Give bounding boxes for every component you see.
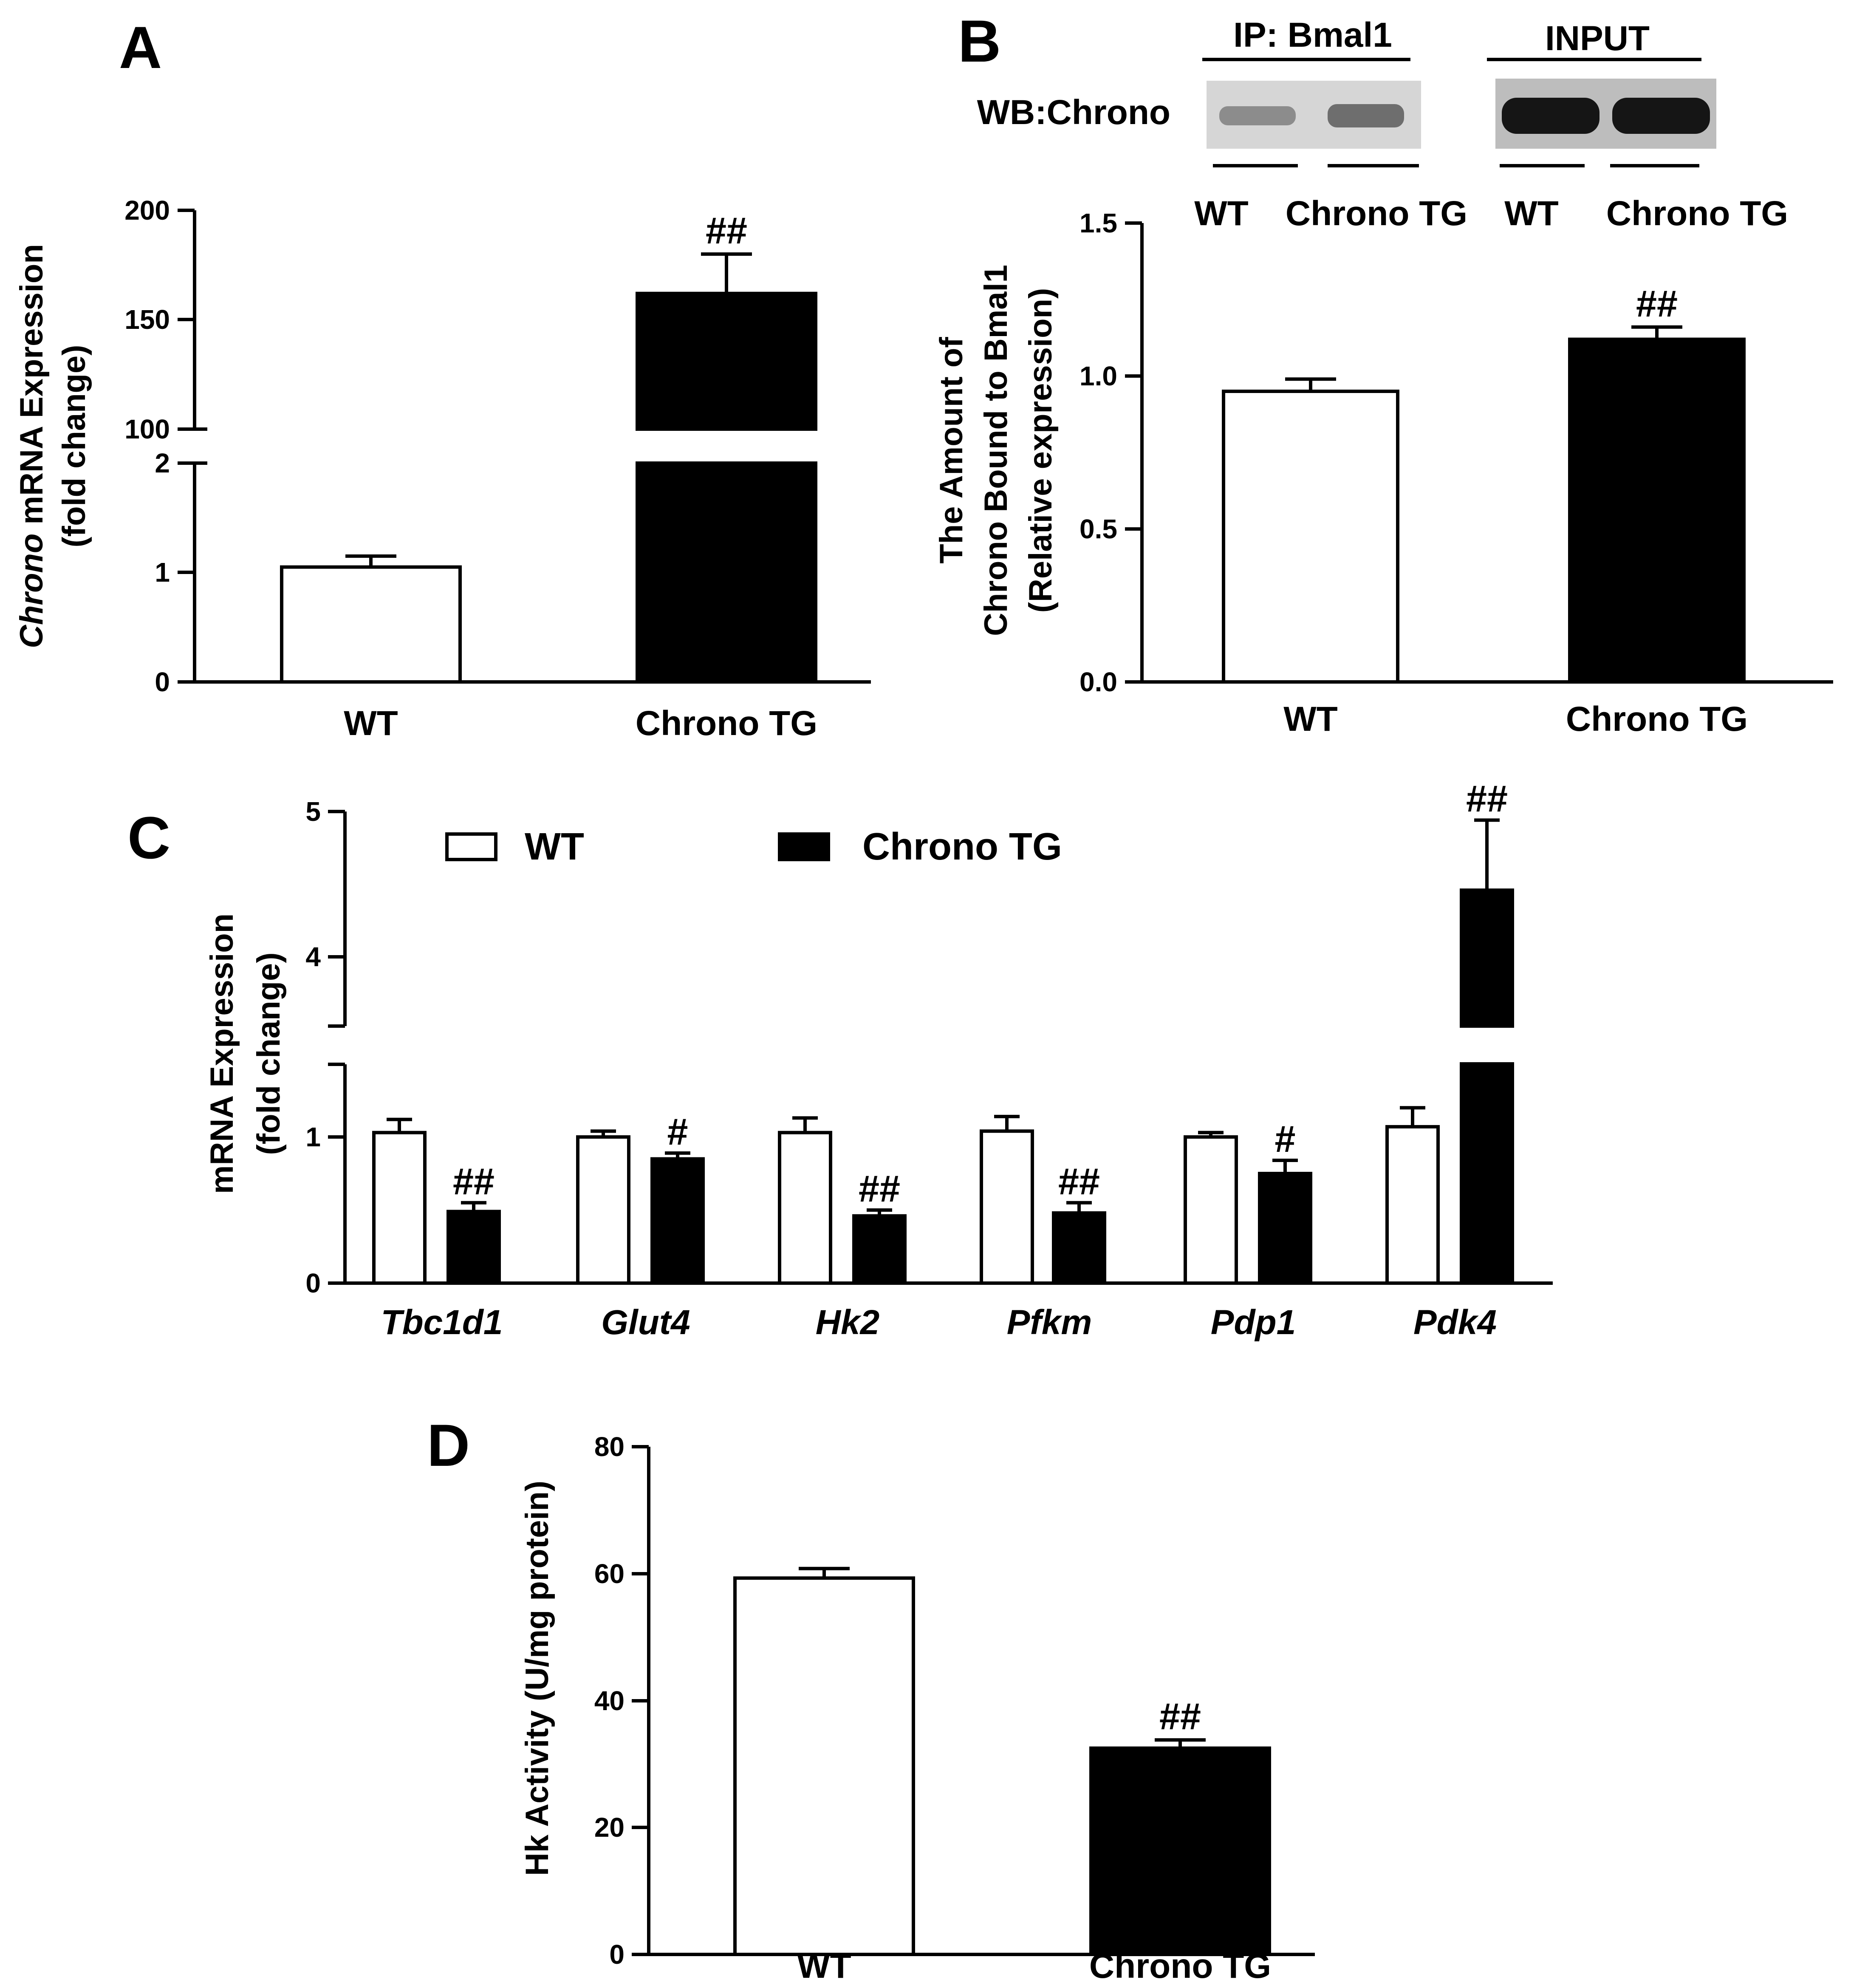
panel-a-y-axis-label: Chrono mRNA Expression xyxy=(14,244,50,648)
blot-ip-label: IP: Bmal1 xyxy=(1233,16,1392,54)
panel-c-bar-tg xyxy=(650,1157,705,1285)
panel-a-y-tick-label: 150 xyxy=(124,304,170,335)
panel-c-bars: ##### ##### xyxy=(372,778,1514,1285)
panel-c-bar-wt xyxy=(1385,1125,1440,1285)
panel-b-chart: B IP: Bmal1 INPUT WB:Chrono WT Chrono TG… xyxy=(933,8,1833,738)
western-blot: IP: Bmal1 INPUT WB:Chrono WT Chrono TG W… xyxy=(977,16,1788,233)
panel-d-bar-tg xyxy=(1089,1746,1271,1956)
panel-c-bar-wt xyxy=(1184,1135,1238,1285)
panel-c-x-label: Hk2 xyxy=(816,1303,879,1342)
panel-c-bar-wt xyxy=(980,1129,1034,1285)
panel-b-y-tick-label: 0.5 xyxy=(1080,514,1117,544)
panel-c-significance-tg: ## xyxy=(859,1168,900,1210)
panel-d-y-tick-label: 0 xyxy=(609,1939,625,1970)
legend-label-wt: WT xyxy=(525,826,584,868)
panel-a-x-label-wt: WT xyxy=(344,704,398,743)
panel-c-bar-wt xyxy=(778,1131,832,1285)
panel-c-x-label: Pdk4 xyxy=(1413,1303,1497,1342)
panel-a-bar-wt xyxy=(280,565,462,684)
panel-a-x-label-tg: Chrono TG xyxy=(636,704,817,743)
panel-c-bar-wt xyxy=(576,1135,630,1285)
panel-b-y-axis-label-3: (Relative expression) xyxy=(1023,288,1059,613)
panel-d-x-label-wt: WT xyxy=(797,1947,851,1985)
panel-b-bar-tg xyxy=(1568,337,1746,684)
panel-a-y-tick-label: 200 xyxy=(124,195,170,226)
panel-d-y-tick-label: 20 xyxy=(594,1812,625,1843)
panel-b-y-axis-label-2: Chrono Bound to Bmal1 xyxy=(978,265,1014,636)
panel-d-significance-tg: ## xyxy=(1159,1695,1201,1737)
blot-lane-label: WT xyxy=(1504,194,1558,233)
panel-a-y-tick-label: 1 xyxy=(155,557,170,588)
panel-a-y-tick-label: 2 xyxy=(155,448,170,478)
panel-c-bar-tg-upper xyxy=(1460,888,1514,1028)
panel-b-x-label-tg: Chrono TG xyxy=(1566,700,1748,738)
panel-b-y-axis-label-1: The Amount of xyxy=(933,337,969,564)
blot-input-label: INPUT xyxy=(1545,19,1650,58)
panel-c-y-tick-label: 4 xyxy=(305,942,321,972)
panel-d-label: D xyxy=(427,1412,470,1479)
panel-c-significance-tg: # xyxy=(1275,1118,1296,1160)
panel-a-y-axis-label-2: (fold change) xyxy=(56,345,92,547)
panel-c-label: C xyxy=(127,804,170,871)
panel-c-bar-wt xyxy=(372,1131,427,1285)
panel-c-significance-tg: # xyxy=(667,1111,688,1153)
panel-c-chart: C WT Chrono TG mRNA Expression (fold cha… xyxy=(127,778,1553,1342)
panel-c-bar-tg xyxy=(447,1210,501,1285)
panel-d-x-label-tg: Chrono TG xyxy=(1089,1947,1271,1985)
blot-ip-band-tg xyxy=(1328,104,1404,127)
blot-input-band-tg xyxy=(1612,98,1710,134)
panel-c-bar-tg xyxy=(1052,1211,1106,1285)
panel-c-significance-tg: ## xyxy=(1058,1160,1100,1202)
blot-ip-band-wt xyxy=(1219,106,1296,125)
panel-d-chart: D Hk Activity (U/mg protein) 0 20 40 60 … xyxy=(427,1412,1315,1985)
panel-a-label: A xyxy=(119,14,162,81)
panel-b-significance-tg: ## xyxy=(1636,283,1678,325)
panel-b-bar-wt xyxy=(1222,390,1399,684)
panel-d-bar-wt xyxy=(733,1576,915,1957)
panel-b-label: B xyxy=(958,8,1001,74)
panel-a-chart: A Chrono mRNA Expression (fold change) 0… xyxy=(14,14,871,743)
panel-c-bar-tg xyxy=(1258,1172,1312,1285)
panel-d-y-tick-label: 80 xyxy=(594,1431,625,1462)
panel-c-significance-tg: ## xyxy=(1466,778,1508,820)
panel-a-y-tick-label: 100 xyxy=(124,414,170,444)
panel-a-bar-tg-lower xyxy=(636,461,817,684)
panel-a-bar-tg-upper xyxy=(636,291,817,431)
panel-c-x-label: Tbc1d1 xyxy=(381,1303,503,1342)
legend-swatch-tg xyxy=(778,832,830,861)
panel-c-y-axis-label-1: mRNA Expression xyxy=(204,913,240,1194)
blot-input-band-wt xyxy=(1502,98,1599,134)
panel-c-y-tick-label: 0 xyxy=(305,1268,321,1298)
blot-wb-label: WB:Chrono xyxy=(977,93,1170,132)
blot-lane-label: Chrono TG xyxy=(1606,194,1788,233)
panel-c-bar-tg-lower xyxy=(1460,1062,1514,1285)
panel-b-x-label-wt: WT xyxy=(1283,700,1337,738)
panel-b-y-tick-label: 0.0 xyxy=(1080,667,1117,697)
panel-c-y-tick-label: 5 xyxy=(305,796,321,827)
blot-lane-label: WT xyxy=(1194,194,1248,233)
panel-c-bar-tg xyxy=(852,1214,907,1285)
panel-c-y-tick-label: 1 xyxy=(305,1122,321,1152)
panel-d-y-axis-label: Hk Activity (U/mg protein) xyxy=(519,1481,555,1876)
blot-lane-label: Chrono TG xyxy=(1286,194,1467,233)
panel-c-x-label: Pfkm xyxy=(1007,1303,1092,1342)
panel-c-significance-tg: ## xyxy=(453,1160,495,1202)
legend-swatch-wt xyxy=(445,832,497,861)
legend-label-tg: Chrono TG xyxy=(862,826,1062,868)
panel-c-x-label: Glut4 xyxy=(601,1303,690,1342)
panel-b-y-tick-label: 1.5 xyxy=(1080,208,1117,238)
panel-d-y-tick-label: 60 xyxy=(594,1558,625,1589)
panel-c-y-axis-label-2: (fold change) xyxy=(251,952,287,1155)
panel-b-y-tick-label: 1.0 xyxy=(1080,361,1117,391)
panel-a-significance-tg: ## xyxy=(706,209,747,252)
panel-c-x-label: Pdp1 xyxy=(1211,1303,1296,1342)
panel-a-y-tick-label: 0 xyxy=(155,667,170,697)
panel-d-y-tick-label: 40 xyxy=(594,1685,625,1716)
